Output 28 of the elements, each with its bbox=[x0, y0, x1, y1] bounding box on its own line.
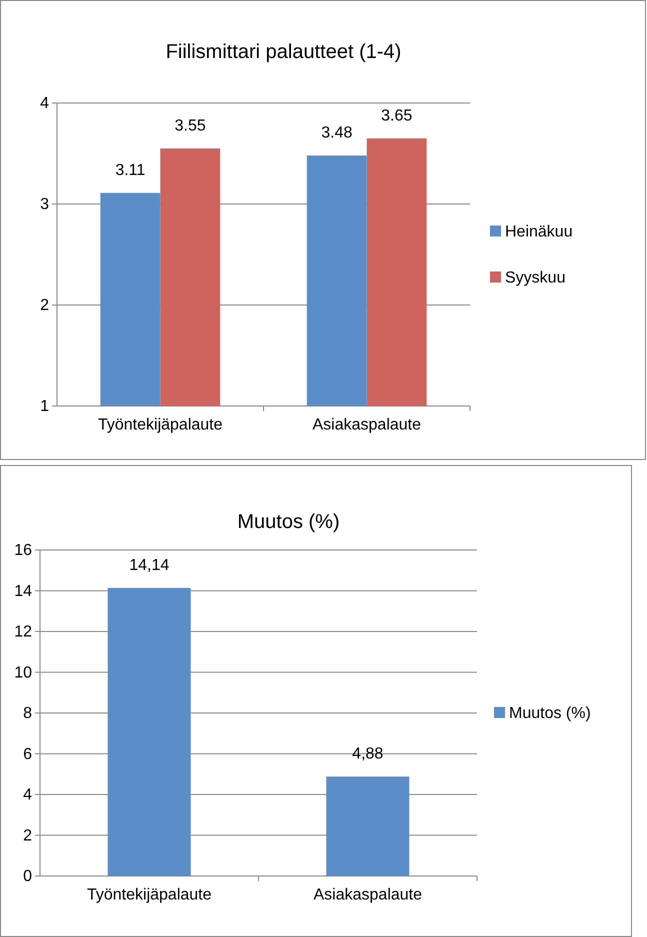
data-label: 4,88 bbox=[352, 746, 384, 763]
legend-label: Heinäkuu bbox=[505, 224, 573, 240]
x-tick-label: Työntekijäpalaute bbox=[98, 416, 223, 434]
legend-label: Syyskuu bbox=[505, 270, 566, 286]
y-tick-label: 6 bbox=[23, 746, 32, 763]
x-tick-label: Asiakaspalaute bbox=[313, 886, 422, 904]
legend-label: Muutos (%) bbox=[509, 705, 591, 722]
y-tick-label: 8 bbox=[23, 705, 32, 722]
data-label: 3.55 bbox=[174, 117, 206, 134]
y-tick-label: 14 bbox=[14, 582, 32, 600]
y-tick-label: 2 bbox=[40, 297, 50, 314]
data-label: 3.65 bbox=[381, 107, 412, 124]
y-tick-label: 12 bbox=[14, 624, 32, 641]
data-label: 3.48 bbox=[321, 124, 352, 142]
y-tick-label: 2 bbox=[23, 827, 32, 844]
data-label: 3.11 bbox=[115, 162, 146, 179]
y-tick-label: 3 bbox=[40, 196, 50, 214]
x-tick-label: Asiakaspalaute bbox=[312, 416, 422, 434]
y-tick-label: 0 bbox=[23, 868, 32, 886]
x-tick-label: Työntekijäpalaute bbox=[86, 886, 212, 904]
y-tick-label: 1 bbox=[40, 398, 50, 416]
y-tick-label: 10 bbox=[14, 664, 32, 682]
y-tick-label: 4 bbox=[40, 95, 50, 112]
y-tick-label: 16 bbox=[14, 542, 32, 560]
y-tick-label: 4 bbox=[23, 786, 32, 804]
data-label: 14,14 bbox=[129, 556, 170, 574]
chart-title: Muutos (%) bbox=[237, 511, 340, 533]
chart-title: Fiilismittari palautteet (1-4) bbox=[166, 41, 402, 63]
